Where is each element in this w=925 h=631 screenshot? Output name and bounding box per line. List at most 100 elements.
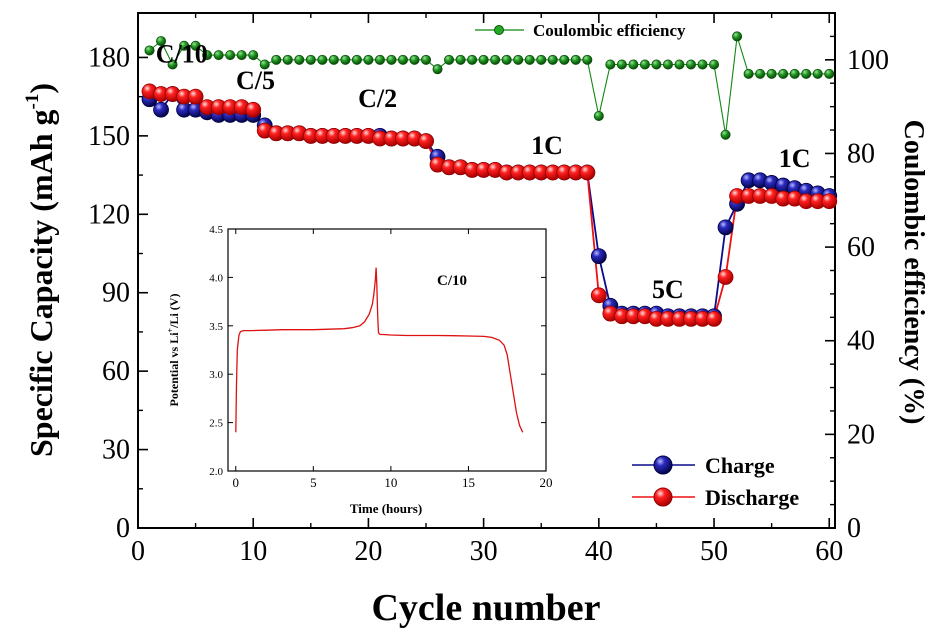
charge-point [153, 101, 169, 118]
ce-point [720, 129, 731, 140]
y-tick-label: 0 [116, 513, 130, 544]
x-tick-label: 30 [470, 536, 498, 567]
x-tick-label: 60 [815, 536, 843, 567]
inset-y-axis-title-superscript: + [166, 327, 175, 332]
charge-point [590, 248, 607, 265]
y2-tick-label: 100 [847, 45, 889, 76]
inset-chart: 0 5 10 15 20 2.0 2.5 3.0 3.5 4.0 4.5 C/10 Time (ho… [166, 224, 553, 516]
y-axis-title-close: ) [23, 83, 59, 94]
ce-point [697, 59, 708, 70]
inset-y-tick-label: 3.0 [209, 369, 223, 381]
ce-point [202, 50, 213, 61]
ce-point [374, 54, 385, 65]
inset-plot-frame [227, 228, 547, 472]
rate-label: C/10 [156, 40, 208, 69]
ce-point [225, 50, 236, 61]
ce-point [386, 54, 397, 65]
ce-point [248, 50, 259, 61]
ce-point [559, 54, 570, 65]
x-tick-label: 0 [131, 536, 145, 567]
ce-point [144, 45, 155, 56]
ce-point [179, 40, 190, 51]
ce-point [282, 54, 293, 65]
main-tick-labels: 0 10 20 30 40 50 60030609012015018002040608010… [88, 42, 889, 567]
legend-discharge-label: Discharge [705, 485, 799, 510]
x-tick-label: 50 [700, 536, 728, 567]
y-axis-title: Specific Capacity (mAh g-1) [22, 83, 59, 457]
y2-tick-label: 20 [847, 419, 875, 450]
ce-point [363, 54, 374, 65]
legend-capacity: Charge Discharge [632, 453, 799, 510]
inset-y-axis-title: Potential vs Li+/Li (V) [166, 294, 181, 407]
ce-point [685, 59, 696, 70]
ce-point [421, 54, 432, 65]
ce-point [236, 50, 247, 61]
ce-point [444, 54, 455, 65]
legend-coulombic-efficiency: Coulombic efficiency [475, 21, 686, 40]
ce-point [501, 54, 512, 65]
inset-y-tick-label: 3.5 [209, 321, 223, 333]
ce-point [593, 111, 604, 122]
ce-point [709, 59, 720, 70]
ce-point [662, 59, 673, 70]
legend-ce-label: Coulombic efficiency [533, 21, 686, 40]
ce-point [305, 54, 316, 65]
ce-point [524, 54, 535, 65]
ce-point [824, 68, 835, 79]
ce-point [190, 40, 201, 51]
ce-point [432, 64, 443, 75]
discharge-point [187, 88, 204, 105]
legend-charge-label: Charge [705, 453, 775, 478]
inset-axis-ticks [228, 228, 547, 472]
inset-x-tick-label: 0 [233, 475, 240, 490]
ce-point [513, 54, 524, 65]
y2-axis-title: Coulombic efficiency (%) [898, 120, 925, 425]
rate-label: 1C [779, 144, 811, 173]
ce-point [271, 54, 282, 65]
discharge-point [579, 164, 596, 181]
y2-tick-label: 40 [847, 326, 875, 357]
ce-point [536, 54, 547, 65]
inset-tick-labels: 0 5 10 15 20 2.0 2.5 3.0 3.5 4.0 4.5 [209, 224, 552, 490]
ce-point [789, 68, 800, 79]
ce-point [156, 36, 167, 47]
ce-point [167, 59, 178, 70]
y2-tick-label: 0 [847, 513, 861, 544]
rate-label: 5C [652, 275, 684, 304]
inset-x-tick-label: 15 [462, 475, 475, 490]
y-tick-label: 90 [102, 278, 130, 309]
y-tick-label: 150 [88, 121, 130, 152]
discharge-point [418, 133, 434, 149]
discharge-point [717, 269, 734, 285]
ce-point [213, 50, 224, 61]
rate-label: C/2 [358, 84, 397, 113]
legend-discharge-marker [653, 487, 673, 507]
ce-point [743, 68, 754, 79]
discharge-point [245, 101, 262, 118]
ce-point [340, 54, 351, 65]
ce-point [801, 68, 812, 79]
y-tick-label: 30 [102, 435, 130, 466]
inset-y-tick-label: 4.5 [209, 224, 223, 236]
discharge-points [141, 83, 838, 327]
x-axis-title: Cycle number [371, 587, 600, 629]
inset-y-tick-label: 4.0 [209, 272, 223, 284]
ce-point [455, 54, 466, 65]
rate-label: 1C [531, 131, 563, 160]
ce-point [294, 54, 305, 65]
y-tick-label: 120 [88, 199, 130, 230]
ce-point [467, 54, 478, 65]
inset-y-tick-label: 2.5 [209, 418, 223, 430]
ce-point [605, 59, 616, 70]
rate-label: C/5 [236, 66, 275, 95]
ce-point [628, 59, 639, 70]
legend-charge-marker [653, 455, 673, 475]
inset-y-axis-title-rest: /Li (V) [167, 294, 181, 329]
ce-point [478, 54, 489, 65]
y-tick-label: 180 [88, 42, 130, 73]
ce-point [570, 54, 581, 65]
ce-point [490, 54, 501, 65]
inset-y-axis-title-main: Potential vs Li [167, 332, 181, 407]
charge-point [717, 219, 734, 236]
